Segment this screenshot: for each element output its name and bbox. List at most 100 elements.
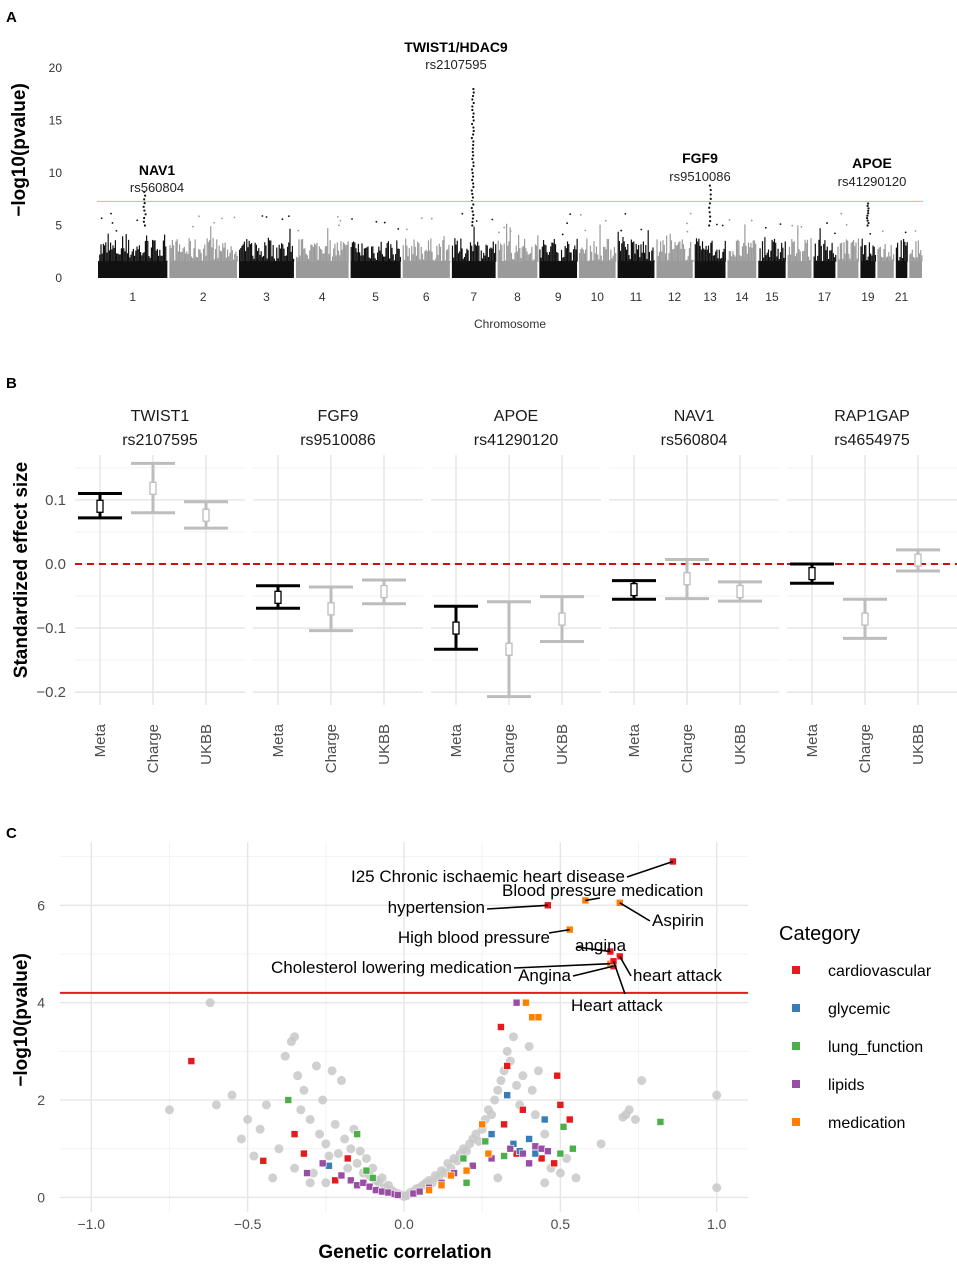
panel-a-snp-column <box>759 248 761 262</box>
panel-a-snp-column <box>728 250 730 262</box>
panel-a-snp-point <box>281 218 284 221</box>
panel-a-snp-column <box>733 254 735 262</box>
panel-a-snp-point <box>461 212 464 215</box>
panel-a-snp-column <box>660 241 662 262</box>
panel-a-snp-column <box>557 252 559 262</box>
panel-a-chromosome-21: 21 <box>895 290 909 304</box>
panel-c-background-point <box>527 1085 537 1095</box>
panel-a-snp-column <box>148 256 150 262</box>
panel-a-snp-point <box>834 232 836 235</box>
panel-a-snp-column <box>438 243 440 262</box>
panel-c-point-cardiovascular <box>556 1101 565 1109</box>
panel-a-ytick-label: 0 <box>55 271 62 285</box>
panel-a-snp-column <box>792 242 794 262</box>
panel-c-ytick-label: 2 <box>37 1092 45 1108</box>
panel-a-snp-column <box>285 255 287 262</box>
panel-a-ytick-label: 10 <box>49 166 63 180</box>
panel-a-snp-column <box>184 253 187 262</box>
panel-a-chromosome-11: 11 <box>630 290 643 304</box>
panel-a-snp-point <box>509 230 512 233</box>
panel-c-point-cardiovascular <box>290 1130 299 1138</box>
panel-a-snp-column <box>409 260 412 262</box>
panel-a-peak-point <box>471 94 475 98</box>
panel-c-point-lipids <box>318 1159 327 1168</box>
panel-a-snp-column <box>99 254 101 262</box>
panel-a-snp-column <box>424 251 426 262</box>
panel-a-snp-column <box>667 260 669 262</box>
panel-c-background-point <box>227 1090 237 1100</box>
panel-a-snp-column <box>565 248 567 262</box>
panel-a-snp-column <box>248 240 250 262</box>
panel-a-snp-column <box>350 246 352 262</box>
panel-a-snp-column <box>524 238 526 262</box>
panel-c-background-point <box>530 1110 540 1120</box>
panel-b-facet-gene: APOE <box>494 408 538 425</box>
panel-a-snp-point <box>689 212 692 215</box>
panel-a-peak-point <box>472 182 475 185</box>
panel-c-background-point <box>305 1115 315 1124</box>
panel-a-snp-column <box>447 249 449 262</box>
panel-a-snp-column <box>268 240 271 262</box>
panel-c-point-label: Angina <box>518 966 571 985</box>
panel-c-point-cardiovascular <box>187 1057 196 1065</box>
panel-c-background-point <box>330 1119 340 1129</box>
panel-c-point-lipids <box>393 1191 402 1199</box>
panel-a-snp-column <box>518 234 520 262</box>
panel-a-snp-column <box>444 260 446 262</box>
panel-c-background-point <box>562 1153 572 1163</box>
panel-c-background-point <box>490 1095 500 1105</box>
panel-a-band-chr3 <box>238 261 294 278</box>
panel-a-snp-column <box>678 242 680 262</box>
panel-a-snp-column <box>649 260 652 262</box>
panel-a-snp-column <box>572 249 575 262</box>
panel-a-snp-column <box>198 249 200 262</box>
panel-a-snp-column <box>835 254 837 262</box>
panel-a-snp-column <box>247 247 249 262</box>
panel-a-snp-column <box>642 241 644 262</box>
panel-a-snp-point <box>287 215 290 218</box>
panel-a-snp-column <box>808 256 810 262</box>
panel-a-snp-column <box>845 239 848 262</box>
panel-a-peak-point <box>472 129 475 133</box>
panel-a-snp-point <box>297 229 300 232</box>
panel-a-band-chr17 <box>813 261 836 278</box>
panel-c-point-lipids <box>337 1171 346 1180</box>
panel-a-peak-point <box>471 157 474 161</box>
panel-a-snp-column <box>839 243 842 262</box>
legend-swatch-cardiovascular <box>792 966 800 974</box>
panel-a-snp-column <box>648 251 650 262</box>
panel-a-snp-column <box>188 238 190 262</box>
panel-a-snp-column <box>437 254 439 262</box>
panel-a-snp-column <box>662 240 664 262</box>
panel-a-snp-point <box>914 230 917 232</box>
panel-a-snp-column <box>793 241 795 262</box>
panel-a-band-chr11 <box>617 261 655 278</box>
panel-c-point-lung_function <box>362 1166 371 1175</box>
panel-a-snp-column <box>890 245 892 262</box>
panel-a-peak-point <box>472 213 475 217</box>
panel-a-snp-column <box>873 246 875 262</box>
panel-b-effect-sizes: B Standardized effect size −0.2 −0.1 0.0 0.… <box>6 375 957 773</box>
panel-a-snp-column <box>182 248 184 262</box>
panel-a-snp-column <box>372 246 374 262</box>
panel-c-point-lipids <box>525 1159 533 1168</box>
panel-a-snp-column <box>356 252 358 262</box>
panel-b-estimate-point <box>327 602 335 616</box>
panel-b-facet-gene: TWIST1 <box>131 408 190 425</box>
panel-a-snp-point <box>430 217 433 220</box>
panel-a-snp-column <box>674 242 676 262</box>
panel-c-point-medication <box>437 1181 446 1190</box>
panel-a-snp-column <box>455 244 457 262</box>
panel-b-facet-rap1gap: RAP1GAP rs4654975 Meta Charge UKBB <box>787 408 957 773</box>
panel-c-background-point <box>318 1095 328 1105</box>
panel-a-snp-column <box>379 250 381 262</box>
panel-c-leader-line <box>612 961 626 995</box>
panel-a-snp-column <box>427 240 430 262</box>
panel-a-peak-point <box>866 214 869 217</box>
panel-a-snp-column <box>533 259 535 262</box>
panel-a-snp-column <box>413 239 415 262</box>
panel-a-snp-column <box>102 243 104 262</box>
panel-c-background-point <box>533 1066 543 1076</box>
panel-c-point-glycemic <box>540 1115 549 1124</box>
panel-a-snp-column <box>101 253 103 262</box>
